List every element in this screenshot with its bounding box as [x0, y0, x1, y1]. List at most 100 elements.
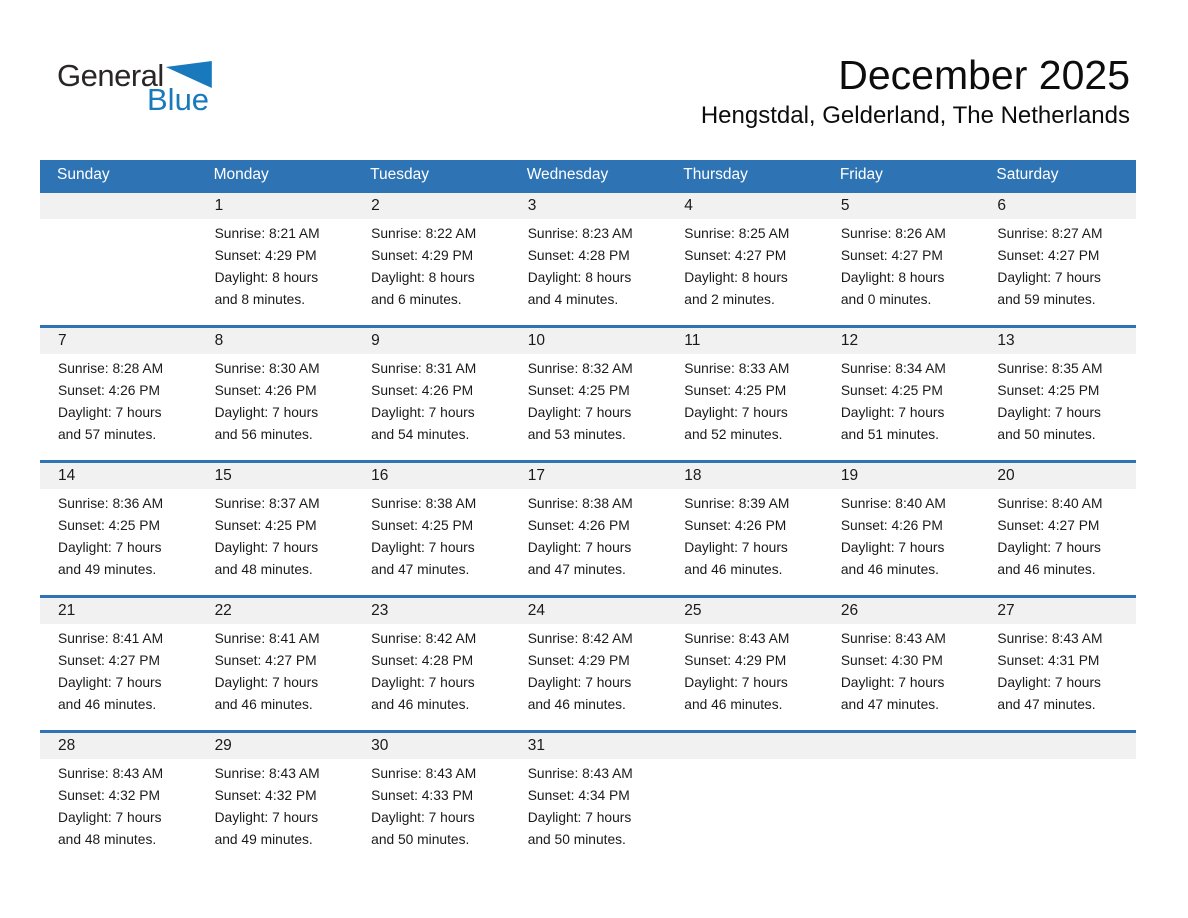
day-number-band: 7 8 9 10 11 12 13	[40, 328, 1136, 354]
daylight-text-line1: Daylight: 7 hours	[371, 540, 475, 555]
daylight-text-line2: and 59 minutes.	[997, 292, 1096, 307]
sunrise-text: Sunrise: 8:42 AM	[527, 631, 633, 646]
sunrise-text: Sunrise: 8:36 AM	[58, 496, 164, 511]
day-number: 25	[684, 602, 702, 619]
month-title: December 2025	[838, 52, 1130, 98]
weeks-container: 1 2 3 4 5 6 Sunrise: 8:21 AM Sunset: 4:29 PM Day…	[40, 190, 1136, 865]
daylight-text-line2: and 51 minutes.	[840, 427, 940, 442]
day-number: 27	[997, 602, 1015, 619]
daylight-text-line2: and 4 minutes.	[527, 292, 619, 307]
sunrise-text: Sunrise: 8:27 AM	[997, 226, 1103, 241]
sunset-text: Sunset: 4:28 PM	[371, 653, 474, 668]
daylight-text-line1: Daylight: 7 hours	[371, 675, 475, 690]
day-number: 24	[527, 602, 545, 619]
day-cell: Sunrise: 8:30 AM Sunset: 4:26 PM Daylight:…	[197, 358, 354, 446]
day-number: 10	[527, 332, 545, 349]
sunset-text: Sunset: 4:25 PM	[214, 518, 317, 533]
day-cell: Sunrise: 8:28 AM Sunset: 4:26 PM Daylight:…	[40, 358, 197, 446]
daylight-text-line2: and 46 minutes.	[527, 697, 626, 712]
daylight-text-line2: and 46 minutes.	[371, 697, 470, 712]
sunset-text: Sunset: 4:32 PM	[214, 788, 317, 803]
daylight-text-line1: Daylight: 7 hours	[214, 405, 319, 420]
daylight-text-line2: and 46 minutes.	[684, 562, 783, 577]
daylight-text-line2: and 46 minutes.	[58, 697, 157, 712]
day-details-band: Sunrise: 8:41 AM Sunset: 4:27 PM Daylight:…	[40, 624, 1136, 730]
day-cell	[666, 763, 823, 851]
day-number: 22	[214, 602, 232, 619]
daylight-text-line1: Daylight: 7 hours	[371, 810, 475, 825]
day-cell: Sunrise: 8:22 AM Sunset: 4:29 PM Daylight:…	[353, 223, 510, 311]
daylight-text-line2: and 53 minutes.	[527, 427, 626, 442]
daylight-text-line2: and 46 minutes.	[840, 562, 940, 577]
daylight-text-line1: Daylight: 7 hours	[840, 405, 945, 420]
sunset-text: Sunset: 4:33 PM	[371, 788, 474, 803]
sunrise-text: Sunrise: 8:43 AM	[58, 766, 164, 781]
day-cell: Sunrise: 8:36 AM Sunset: 4:25 PM Daylight:…	[40, 493, 197, 581]
day-cell: Sunrise: 8:43 AM Sunset: 4:32 PM Daylight:…	[197, 763, 354, 851]
day-number: 19	[840, 467, 859, 484]
day-details-band: Sunrise: 8:36 AM Sunset: 4:25 PM Daylight:…	[40, 489, 1136, 595]
calendar-table: Sunday Monday Tuesday Wednesday Thursday…	[40, 160, 1136, 865]
day-number: 2	[371, 197, 380, 214]
weekday-header-row: Sunday Monday Tuesday Wednesday Thursday…	[40, 160, 1136, 190]
sunset-text: Sunset: 4:27 PM	[840, 248, 943, 263]
day-cell: Sunrise: 8:43 AM Sunset: 4:31 PM Daylight:…	[979, 628, 1136, 716]
daylight-text-line1: Daylight: 7 hours	[684, 540, 788, 555]
day-cell: Sunrise: 8:23 AM Sunset: 4:28 PM Daylight:…	[510, 223, 667, 311]
day-details-band: Sunrise: 8:28 AM Sunset: 4:26 PM Daylight:…	[40, 354, 1136, 460]
day-number: 23	[371, 602, 389, 619]
title-block: December 2025 Hengstdal, Gelderland, The…	[701, 52, 1130, 130]
daylight-text-line2: and 0 minutes.	[840, 292, 932, 307]
daylight-text-line1: Daylight: 7 hours	[58, 405, 162, 420]
daylight-text-line1: Daylight: 8 hours	[840, 270, 945, 285]
sunrise-text: Sunrise: 8:43 AM	[684, 631, 790, 646]
sunset-text: Sunset: 4:30 PM	[840, 653, 943, 668]
day-number: 6	[997, 197, 1007, 214]
daylight-text-line1: Daylight: 7 hours	[684, 405, 788, 420]
daylight-text-line1: Daylight: 7 hours	[58, 810, 162, 825]
daylight-text-line1: Daylight: 7 hours	[527, 540, 632, 555]
day-cell	[979, 763, 1136, 851]
logo-text-blue: Blue	[147, 82, 210, 117]
sunset-text: Sunset: 4:26 PM	[371, 383, 474, 398]
sunset-text: Sunset: 4:29 PM	[214, 248, 317, 263]
location-subtitle: Hengstdal, Gelderland, The Netherlands	[700, 102, 1130, 130]
day-number: 4	[684, 197, 693, 214]
day-cell: Sunrise: 8:41 AM Sunset: 4:27 PM Daylight:…	[197, 628, 354, 716]
day-number: 18	[684, 467, 702, 484]
day-cell: Sunrise: 8:35 AM Sunset: 4:25 PM Daylight:…	[979, 358, 1136, 446]
sunset-text: Sunset: 4:25 PM	[58, 518, 161, 533]
sunset-text: Sunset: 4:26 PM	[684, 518, 787, 533]
sunset-text: Sunset: 4:34 PM	[527, 788, 630, 803]
day-cell: Sunrise: 8:32 AM Sunset: 4:25 PM Daylight:…	[510, 358, 667, 446]
day-number-band: 1 2 3 4 5 6	[40, 193, 1136, 219]
sunrise-text: Sunrise: 8:40 AM	[997, 496, 1103, 511]
sunrise-text: Sunrise: 8:39 AM	[684, 496, 790, 511]
sunset-text: Sunset: 4:27 PM	[997, 248, 1100, 263]
day-cell: Sunrise: 8:43 AM Sunset: 4:32 PM Daylight:…	[40, 763, 197, 851]
day-number: 9	[371, 332, 380, 349]
day-cell	[823, 763, 980, 851]
daylight-text-line2: and 48 minutes.	[58, 832, 157, 847]
sunrise-text: Sunrise: 8:30 AM	[214, 361, 320, 376]
sunrise-text: Sunrise: 8:38 AM	[527, 496, 633, 511]
day-cell: Sunrise: 8:42 AM Sunset: 4:29 PM Daylight:…	[510, 628, 667, 716]
day-number: 26	[840, 602, 859, 619]
daylight-text-line2: and 46 minutes.	[684, 697, 783, 712]
sunrise-text: Sunrise: 8:43 AM	[527, 766, 633, 781]
day-number: 21	[58, 602, 76, 619]
sunrise-text: Sunrise: 8:23 AM	[527, 226, 633, 241]
daylight-text-line2: and 56 minutes.	[214, 427, 313, 442]
sunrise-text: Sunrise: 8:32 AM	[527, 361, 633, 376]
sunset-text: Sunset: 4:28 PM	[527, 248, 630, 263]
sunset-text: Sunset: 4:25 PM	[371, 518, 474, 533]
sunrise-text: Sunrise: 8:42 AM	[371, 631, 477, 646]
daylight-text-line1: Daylight: 7 hours	[527, 675, 632, 690]
day-cell: Sunrise: 8:21 AM Sunset: 4:29 PM Daylight:…	[197, 223, 354, 311]
day-number-band: 28 29 30 31	[40, 733, 1136, 759]
sunrise-text: Sunrise: 8:26 AM	[840, 226, 946, 241]
sunset-text: Sunset: 4:27 PM	[58, 653, 161, 668]
daylight-text-line2: and 52 minutes.	[684, 427, 783, 442]
sunset-text: Sunset: 4:29 PM	[527, 653, 630, 668]
